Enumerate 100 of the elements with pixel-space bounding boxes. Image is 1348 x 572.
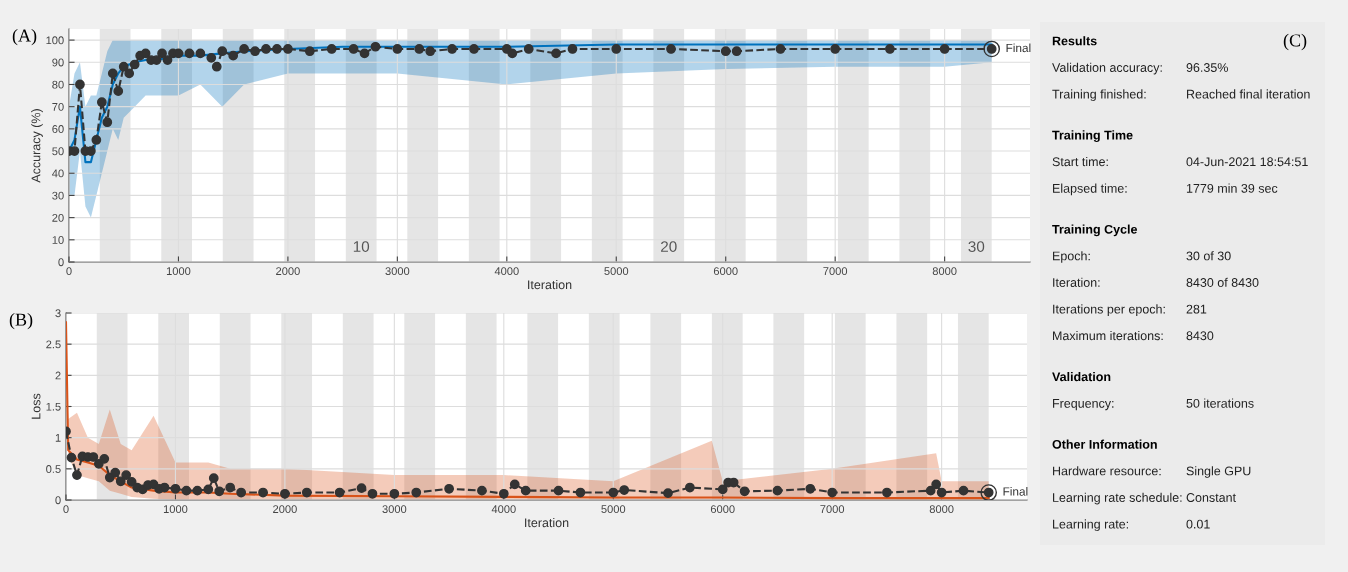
y-tick-label: 3 bbox=[55, 309, 61, 318]
text: 0.01 bbox=[1186, 519, 1210, 529]
point bbox=[389, 488, 400, 499]
point bbox=[107, 68, 118, 79]
point bbox=[124, 68, 135, 79]
point bbox=[553, 485, 564, 496]
point bbox=[805, 483, 816, 494]
point bbox=[272, 44, 282, 54]
text: Frequency: bbox=[1053, 399, 1114, 411]
point bbox=[304, 46, 315, 57]
point bbox=[830, 44, 841, 54]
point bbox=[280, 488, 290, 499]
point bbox=[157, 48, 167, 59]
text: Training finished: bbox=[1052, 89, 1146, 102]
text: Training Cycle bbox=[1052, 224, 1138, 237]
point bbox=[129, 59, 140, 70]
point bbox=[356, 483, 367, 494]
point bbox=[447, 44, 457, 54]
x-tick-label: 2000 bbox=[273, 505, 297, 514]
point bbox=[608, 487, 619, 498]
point bbox=[739, 486, 750, 497]
point bbox=[685, 482, 695, 493]
band-label: 30 bbox=[968, 241, 985, 252]
point bbox=[444, 483, 454, 494]
y-tick-label: 100 bbox=[46, 36, 64, 45]
y-axis-title: Loss bbox=[31, 393, 41, 419]
text: 96.35% bbox=[1186, 63, 1228, 72]
y-tick-label: 90 bbox=[52, 58, 64, 67]
text: Learning rate: bbox=[1053, 519, 1128, 532]
point bbox=[551, 48, 561, 59]
point bbox=[348, 44, 359, 54]
y-tick-label: 0.5 bbox=[46, 465, 61, 473]
point bbox=[775, 44, 786, 54]
x-tick-label: 2000 bbox=[276, 267, 300, 276]
band-label: 20 bbox=[661, 241, 677, 252]
y-tick-label: 2 bbox=[55, 371, 61, 380]
point bbox=[162, 55, 173, 65]
point bbox=[126, 477, 137, 487]
text: 04-Jun-2021 18:54:51 bbox=[1186, 157, 1308, 167]
point bbox=[334, 487, 345, 498]
point bbox=[509, 479, 520, 490]
x-tick-label: 5000 bbox=[601, 505, 626, 514]
point bbox=[121, 470, 132, 480]
y-tick-label: 50 bbox=[52, 147, 64, 156]
point bbox=[507, 48, 518, 59]
y-tick-label: 0 bbox=[58, 258, 64, 267]
point bbox=[239, 44, 249, 54]
x-tick-label: 3000 bbox=[382, 505, 407, 514]
point bbox=[159, 482, 170, 493]
point bbox=[717, 484, 728, 495]
point bbox=[611, 44, 622, 54]
x-tick-label: 3000 bbox=[385, 267, 410, 276]
x-tick-label: 4000 bbox=[494, 267, 519, 276]
point bbox=[523, 44, 534, 54]
text: Epoch: bbox=[1053, 251, 1090, 263]
point bbox=[666, 44, 676, 54]
point bbox=[115, 476, 126, 487]
text: 1779 min 39 sec bbox=[1186, 183, 1278, 193]
y-axis-title: Accuracy (%) bbox=[31, 109, 43, 183]
y-tick-label: 30 bbox=[52, 191, 64, 200]
point bbox=[102, 117, 113, 128]
point bbox=[261, 44, 271, 54]
x-tick-label: 6000 bbox=[713, 267, 738, 276]
point bbox=[359, 48, 370, 59]
point bbox=[258, 487, 268, 498]
x-tick-label: 4000 bbox=[491, 505, 516, 514]
text: Reached final iteration bbox=[1187, 89, 1310, 99]
y-tick-label: 70 bbox=[52, 102, 64, 111]
point bbox=[663, 488, 673, 499]
point bbox=[936, 487, 947, 498]
point bbox=[939, 44, 950, 54]
point bbox=[958, 485, 969, 496]
point bbox=[170, 483, 181, 494]
point bbox=[250, 46, 260, 57]
text: Maximum iterations: bbox=[1053, 330, 1163, 341]
point bbox=[192, 485, 203, 496]
text: 30 of 30 bbox=[1186, 251, 1231, 261]
point bbox=[411, 487, 422, 498]
text: 50 iterations bbox=[1186, 398, 1254, 408]
point bbox=[498, 488, 509, 499]
point bbox=[96, 97, 107, 108]
text: 281 bbox=[1186, 304, 1207, 314]
point bbox=[140, 48, 151, 59]
point bbox=[827, 487, 838, 498]
text: 8430 of 8430 bbox=[1186, 277, 1259, 287]
point bbox=[931, 479, 942, 490]
text: (C) bbox=[1283, 33, 1307, 51]
point bbox=[203, 484, 214, 495]
x-tick-label: 6000 bbox=[710, 505, 735, 514]
point bbox=[469, 44, 479, 54]
point bbox=[99, 453, 110, 464]
text: Hardware resource: bbox=[1053, 466, 1161, 476]
y-tick-label: 1 bbox=[55, 434, 61, 442]
x-tick-label: 1000 bbox=[166, 267, 191, 276]
point bbox=[208, 473, 219, 484]
point bbox=[772, 485, 783, 496]
point bbox=[731, 46, 742, 57]
point bbox=[425, 46, 436, 57]
y-tick-label: 2.5 bbox=[46, 340, 61, 349]
point bbox=[326, 44, 337, 54]
